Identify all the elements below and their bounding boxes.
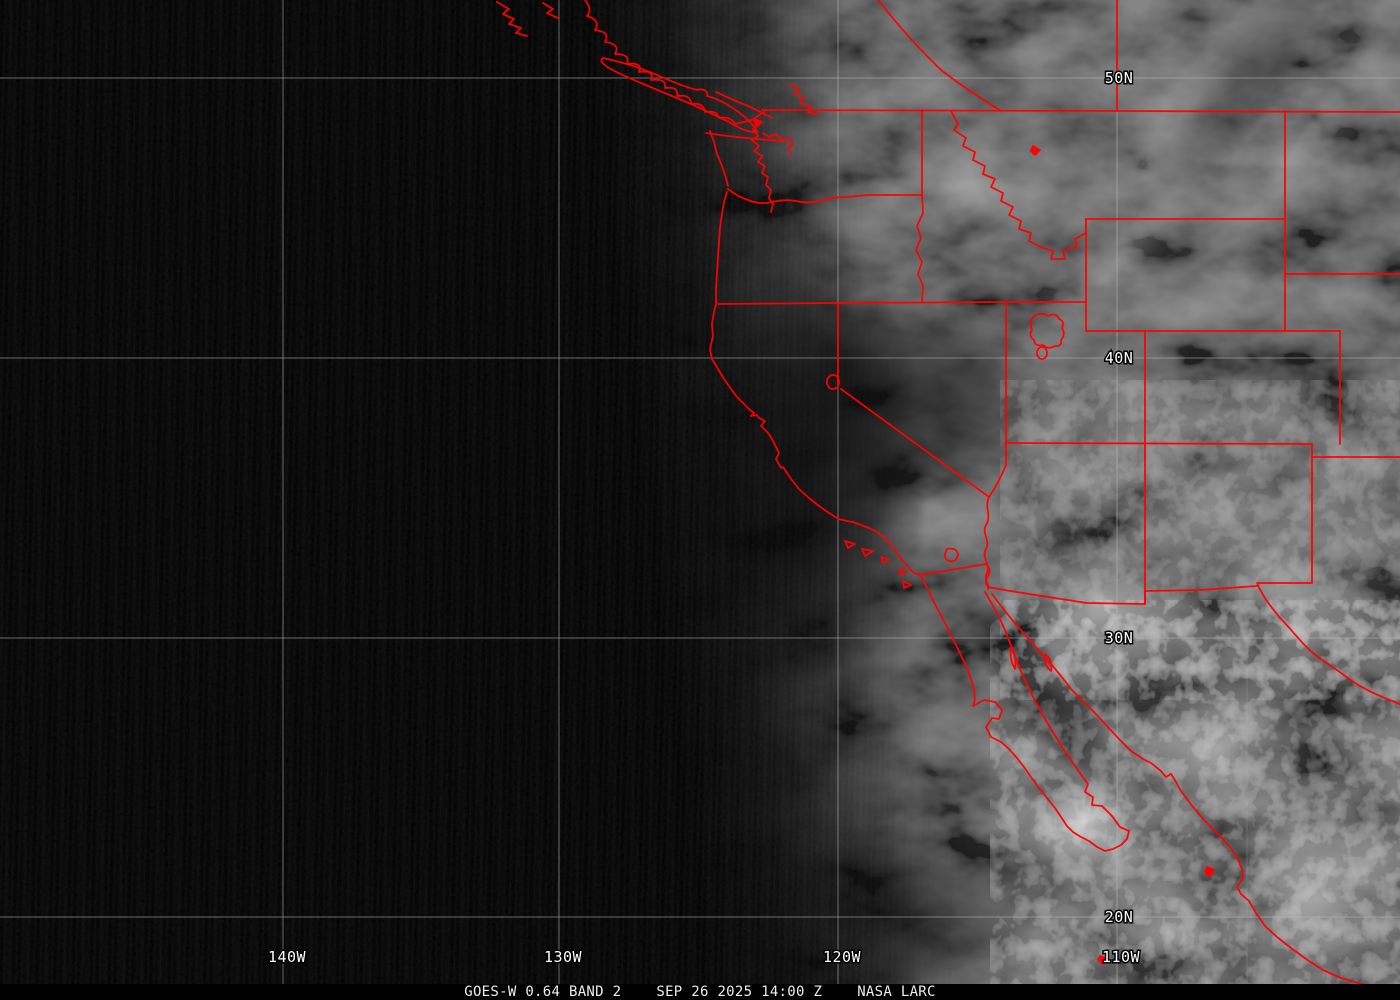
border-bc-ab <box>877 0 1002 112</box>
caption-datetime: SEP 26 2025 14:00 Z <box>656 984 823 1000</box>
coast-pacific-wa-or-ca <box>709 130 921 576</box>
coast-olympic-puget-sound <box>705 128 794 213</box>
grid-label-30N: 30N <box>1105 629 1134 647</box>
coast-baja-east <box>984 591 1130 832</box>
border-nm-tx-rio-grande <box>1256 456 1400 705</box>
border-ca-nv <box>837 302 990 498</box>
channel-islands <box>844 540 912 589</box>
victoria-islet-dot <box>753 118 763 128</box>
caption-bar: GOES-W 0.64 BAND 2 SEP 26 2025 14:00 Z N… <box>0 984 1400 1000</box>
border-42n <box>717 301 1087 305</box>
salton-sea <box>944 547 959 563</box>
vancouver-island <box>600 57 758 134</box>
caption-credit: NASA LARC <box>857 984 936 1000</box>
river-columbia-border-wa-or <box>727 188 923 205</box>
grid-label-40N: 40N <box>1105 349 1134 367</box>
coast-bc-fjords <box>584 0 765 125</box>
coast-mexico-mainland <box>991 593 1400 994</box>
utah-lake <box>1036 346 1048 360</box>
islas-marias-dot <box>1097 955 1109 965</box>
border-id-mt <box>950 110 1087 260</box>
border-37n <box>1005 442 1400 458</box>
grid-label-50N: 50N <box>1105 69 1134 87</box>
border-us-mexico <box>919 563 1258 605</box>
grid-label-140W: 140W <box>268 948 307 966</box>
grid-label-20N: 20N <box>1105 908 1134 926</box>
cirrus-band-idaho <box>951 71 1279 459</box>
speckle-clouds-four-corners <box>1000 380 1400 700</box>
grid-label-110W: 110W <box>1102 948 1141 966</box>
caption-instrument: GOES-W 0.64 BAND 2 <box>464 984 622 1000</box>
coast-baja-west <box>919 574 1130 852</box>
border-or-id-snake-river <box>915 194 924 303</box>
latlon-grid-labels: 50N 40N 30N 20N 140W 130W 120W 110W <box>266 68 1141 968</box>
border-nv-az-colorado-river <box>983 442 1007 590</box>
isla-isabel-dot <box>1204 866 1215 877</box>
flathead-lake-dot <box>1030 145 1041 156</box>
grid-label-120W: 120W <box>823 948 862 966</box>
gulf-of-california-islands <box>1009 646 1053 672</box>
coast-islands-nw <box>496 1 559 37</box>
haze-eastern-washington <box>766 121 1164 249</box>
clear-nevada-patch <box>765 290 1045 510</box>
cirrus-band-plains <box>1107 0 1400 403</box>
great-salt-lake <box>1029 312 1065 349</box>
lake-tahoe <box>826 374 840 390</box>
map-boundaries-overlay <box>496 0 1400 994</box>
clear-ocean-south <box>690 830 1050 1000</box>
grid-label-130W: 130W <box>544 948 583 966</box>
